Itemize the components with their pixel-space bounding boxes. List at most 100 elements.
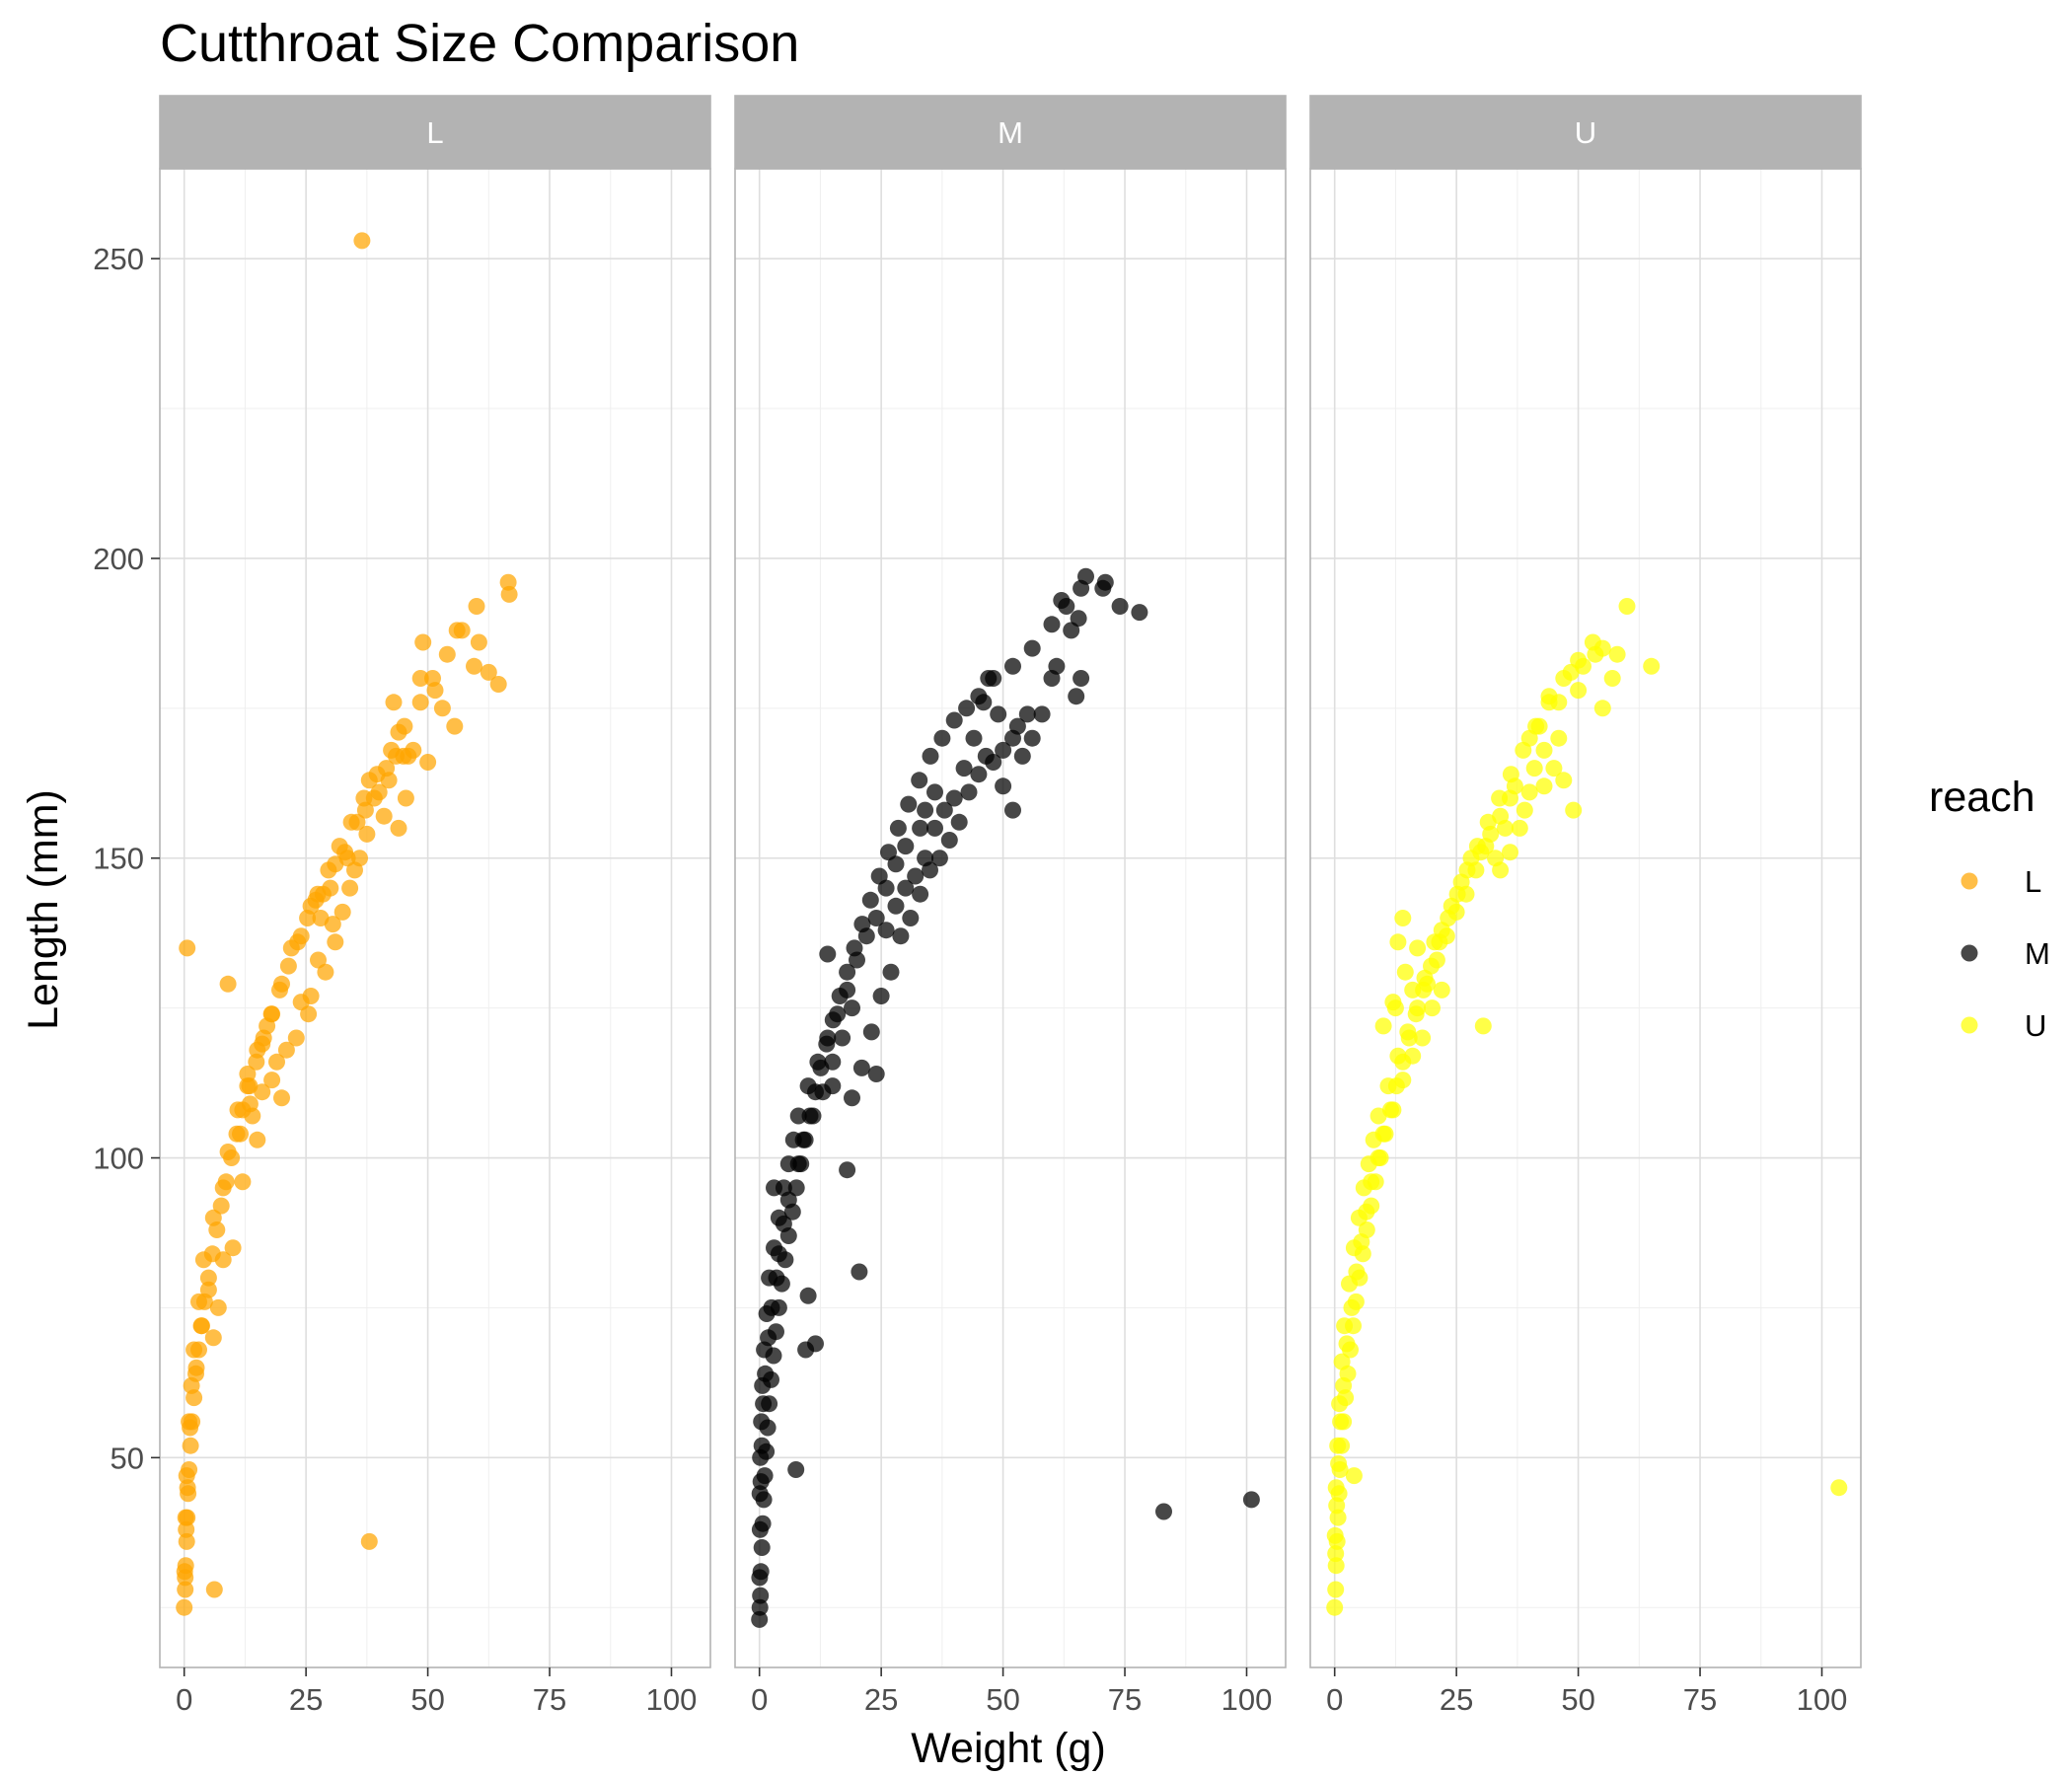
legend-item-u: U <box>1961 1008 2046 1043</box>
data-point <box>940 832 958 849</box>
legend-label: U <box>2025 1008 2046 1043</box>
x-tick-label: 0 <box>1326 1682 1343 1717</box>
data-point <box>839 981 856 999</box>
data-point <box>809 1053 827 1071</box>
data-point <box>385 694 403 711</box>
data-point <box>365 789 383 807</box>
legend-key <box>1961 1016 1978 1034</box>
data-point <box>824 1053 842 1071</box>
data-point <box>755 1395 773 1413</box>
data-point <box>489 676 507 693</box>
data-point <box>182 1419 199 1437</box>
data-point <box>926 783 943 801</box>
facet-strip-label: U <box>1575 115 1596 150</box>
data-point <box>867 910 885 926</box>
data-point <box>995 741 1012 759</box>
data-point <box>499 573 517 591</box>
data-point <box>990 705 1007 723</box>
data-point <box>1379 1077 1397 1095</box>
data-point <box>1374 1017 1392 1035</box>
data-point <box>1416 969 1434 987</box>
x-tick-label: 75 <box>533 1682 566 1717</box>
data-point <box>887 897 905 915</box>
data-point <box>411 670 429 687</box>
data-point <box>804 1107 822 1125</box>
data-point <box>1409 939 1427 957</box>
data-point <box>1331 1395 1349 1413</box>
data-point <box>177 1509 194 1526</box>
data-point <box>768 1269 785 1287</box>
data-point <box>307 891 325 909</box>
data-point <box>468 598 485 615</box>
data-point <box>787 1461 805 1478</box>
data-point <box>310 951 327 969</box>
x-tick-label: 100 <box>1797 1682 1848 1717</box>
data-point <box>877 879 895 897</box>
data-point <box>360 772 378 789</box>
facet-panel-u: U 0 25 50 75 100 <box>1309 95 1862 1717</box>
legend-item-l: L <box>1961 864 2041 899</box>
x-tick-label: 25 <box>864 1682 898 1717</box>
data-point <box>324 916 341 933</box>
data-point <box>849 951 865 969</box>
data-point <box>263 1005 281 1023</box>
data-point <box>177 1581 194 1598</box>
data-point <box>980 670 998 687</box>
data-point <box>1399 1023 1417 1041</box>
data-point <box>358 825 376 843</box>
panel-background <box>160 169 710 1667</box>
data-point <box>1492 861 1510 879</box>
data-point <box>1348 1263 1366 1281</box>
facet-panels: L 0 25 50 75 100 50 100 150 200 250 M 0 25 50 75 100 U 0 25… <box>93 95 1862 1717</box>
data-point <box>1004 657 1021 675</box>
data-point <box>400 747 417 765</box>
data-point <box>1550 729 1568 747</box>
data-point <box>1094 579 1112 597</box>
data-point <box>1414 1029 1432 1047</box>
data-point <box>1502 844 1518 861</box>
data-point <box>214 1251 232 1269</box>
data-point <box>787 1179 805 1197</box>
data-point <box>933 729 951 747</box>
data-point <box>935 801 953 819</box>
data-point <box>844 999 860 1017</box>
data-point <box>770 1245 787 1263</box>
data-point <box>1327 1581 1345 1598</box>
data-point <box>390 819 407 837</box>
data-point <box>1389 1047 1407 1065</box>
data-point <box>926 819 943 837</box>
data-point <box>945 789 963 807</box>
data-point <box>897 879 915 897</box>
data-point <box>965 729 983 747</box>
data-point <box>779 1191 797 1209</box>
data-point <box>892 927 910 945</box>
data-point <box>907 867 925 885</box>
data-point <box>426 682 444 700</box>
data-point <box>751 1569 769 1587</box>
facet-strip <box>159 95 711 170</box>
data-point <box>1327 1545 1345 1563</box>
data-point <box>199 1269 217 1287</box>
x-tick-label: 25 <box>1440 1682 1473 1717</box>
data-point <box>1394 1072 1412 1089</box>
data-point <box>1608 645 1626 663</box>
data-point <box>1474 1017 1492 1035</box>
data-point <box>1593 700 1611 717</box>
data-point <box>900 795 918 813</box>
data-point <box>751 1520 769 1538</box>
data-point <box>1155 1503 1172 1520</box>
data-point <box>448 622 466 639</box>
data-point <box>1023 639 1041 657</box>
data-point <box>1374 1125 1392 1143</box>
data-point <box>327 855 344 873</box>
data-point <box>1525 760 1543 777</box>
data-point <box>219 975 237 993</box>
data-point <box>1327 1557 1345 1575</box>
data-point <box>190 1293 207 1310</box>
data-point <box>960 783 978 801</box>
data-point <box>861 891 879 909</box>
data-point <box>241 1095 259 1113</box>
data-point <box>799 1077 817 1095</box>
data-point <box>1386 999 1404 1017</box>
